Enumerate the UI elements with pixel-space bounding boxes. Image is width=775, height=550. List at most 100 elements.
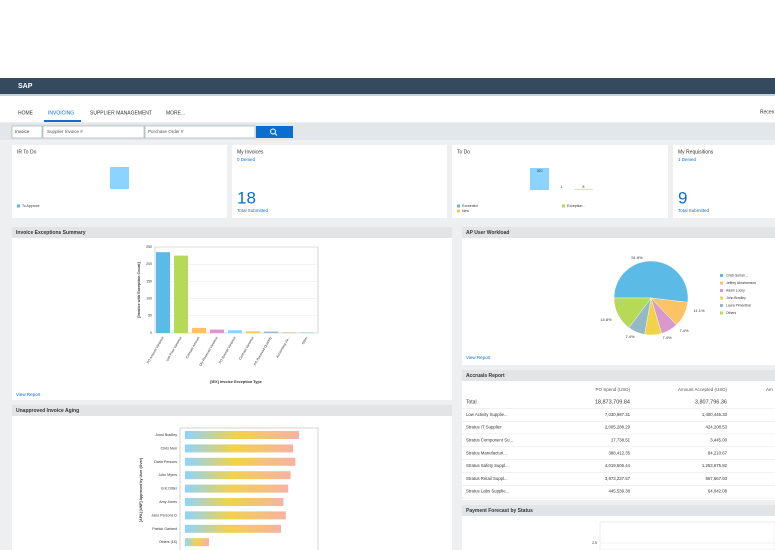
y-tick-label: 200 [146, 262, 152, 266]
tile-title: My Requisitions [678, 149, 714, 155]
legend-swatch [457, 204, 460, 208]
search-icon [270, 128, 276, 135]
legend-swatch [562, 204, 565, 208]
nav-underline [44, 120, 81, 122]
cell: 388,412.35 [608, 450, 630, 455]
tile-caption: Total Submitted [237, 208, 269, 213]
cell: 445,539.38 [608, 489, 630, 494]
y-axis-label: [APA] [UNP] Approved by User (Over) [139, 457, 143, 522]
legend-label: To Approve [22, 204, 40, 208]
placeholder: Purchase Order # [148, 129, 184, 134]
cell: 1,400,446.33 [702, 412, 728, 417]
view-report[interactable]: View Report [16, 392, 41, 397]
slice-label: 51.8% [631, 255, 643, 260]
legend-label: Adam Lucey [726, 288, 745, 292]
cell: 567,667.93 [705, 476, 727, 481]
x-axis-label: [IEX] Invoice Exception Type [210, 380, 262, 384]
nav-item[interactable]: SUPPLIER MANAGEMENT [90, 110, 152, 116]
tile [452, 145, 668, 218]
bar [156, 252, 170, 333]
y-tick-label: 50 [148, 314, 152, 318]
search-button[interactable] [256, 126, 293, 138]
nav-item[interactable]: HOME [18, 110, 34, 116]
bar [246, 331, 260, 333]
y-tick-label: 0 [150, 331, 152, 335]
bar [185, 471, 291, 480]
bar [228, 330, 242, 333]
bar [185, 524, 281, 533]
tile-caption: Total Submitted [678, 208, 710, 213]
y-tick-label: Jane Persons D [151, 513, 177, 517]
type-select[interactable] [11, 125, 43, 139]
y-tick-label: 2.5 [592, 541, 597, 545]
view-report[interactable]: View Report [466, 355, 491, 360]
bar [185, 498, 284, 506]
legend-label: Cristi Gerlan... [726, 273, 748, 277]
bar-label: 8 [583, 185, 585, 189]
slice-label: 11.1% [693, 308, 704, 313]
row-label: Stratus Manufacturi... [466, 450, 507, 455]
bar [185, 431, 299, 439]
legend-label: Laura Pimenthal [726, 303, 751, 307]
slice-label: 14.8% [600, 317, 612, 322]
panel-title: AP User Workload [466, 230, 509, 236]
y-tick-label: Others (16) [159, 540, 177, 544]
legend-label: Jeffrey Abrahamson [726, 281, 756, 285]
y-tick-label: John Myers [158, 473, 177, 477]
legend-swatch [720, 311, 723, 315]
tile-title: To Do [457, 149, 470, 155]
pie-slice [613, 297, 652, 328]
bar [185, 538, 209, 547]
bar [282, 332, 296, 333]
po-input[interactable] [144, 125, 256, 139]
legend-label: New [462, 209, 469, 213]
nav-bar [0, 96, 775, 122]
panel-header [462, 370, 775, 381]
slice-label: 7.4% [679, 328, 689, 333]
legend-swatch [720, 274, 723, 277]
pie-slice [613, 260, 689, 303]
legend-label: Exception... [567, 204, 585, 208]
nav-item[interactable]: MORE... [166, 110, 185, 116]
y-tick-label: Joost Bradley [155, 433, 177, 437]
tile-bar [110, 167, 129, 189]
tile-kpi: 9 [678, 188, 687, 207]
bar [185, 444, 293, 453]
cell: 3,807,796.36 [695, 399, 727, 405]
panel-title: Invoice Exceptions Summary [16, 230, 86, 236]
logo: SAP [18, 83, 33, 90]
panel [462, 370, 775, 500]
supplier-input[interactable] [42, 125, 145, 139]
tile-subtitle: 1 Denied [678, 157, 697, 162]
nav-item[interactable]: INVOICING [48, 110, 74, 116]
column-header: PO Spend (USD) [595, 387, 630, 392]
y-tick-label: 150 [146, 279, 152, 283]
type-value: Invoice [15, 129, 30, 134]
legend-label: Exceeded [462, 204, 478, 208]
cell: 17,738.51 [611, 438, 631, 443]
cell: 3,973,237.57 [605, 476, 631, 481]
bar [185, 457, 296, 466]
bar-label: 1 [561, 185, 563, 189]
panel-header [462, 227, 775, 238]
tile-title: My Invoices [237, 149, 264, 155]
legend-swatch [720, 296, 723, 300]
legend-swatch [720, 281, 723, 285]
y-tick-label: 100 [146, 297, 152, 301]
legend-label: Others [726, 311, 736, 315]
row-label: Stratus Retail Suppl... [466, 476, 508, 481]
cell: 4,019,506.44 [605, 463, 631, 468]
panel-header [462, 505, 775, 516]
panel-title: Payment Forecast by Status [466, 508, 533, 514]
row-label: Stratus Labs Supplie... [466, 489, 509, 494]
bar [174, 255, 188, 333]
cell: 2,005,288.29 [605, 425, 631, 430]
y-tick-label: Darla Persons [154, 460, 177, 464]
recent-link: Recen [760, 109, 775, 115]
bar [210, 329, 224, 333]
slice-label: 7.4% [662, 335, 672, 340]
cell: 424,208.53 [705, 425, 727, 430]
y-tick-label: Chris Muir [161, 446, 178, 450]
x-tick-label: Other [301, 335, 309, 345]
